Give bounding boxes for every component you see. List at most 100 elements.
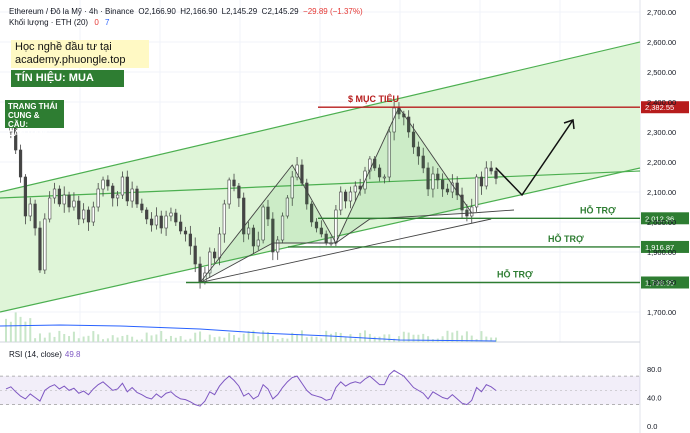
candle-body bbox=[125, 176, 129, 202]
volume-bar bbox=[184, 339, 187, 342]
candle-body bbox=[198, 263, 202, 283]
state-line-1: TRANG THÁI bbox=[8, 102, 58, 111]
price-channel bbox=[0, 41, 641, 313]
price-axis[interactable]: 1,700.00 1,800.00 1,900.00 2,000.00 2,100.00… bbox=[647, 8, 676, 317]
channel-upper-line bbox=[0, 41, 641, 193]
candle-body bbox=[280, 215, 285, 241]
candle-body bbox=[174, 212, 178, 223]
supply-demand-state: TRANG THÁI CUNG & CẦU: CÂN BẰNG bbox=[5, 100, 64, 138]
volume-bar bbox=[77, 338, 80, 342]
candle-body bbox=[266, 206, 270, 220]
volume-bar bbox=[242, 333, 245, 342]
volume-bar bbox=[393, 338, 396, 342]
candle-body bbox=[256, 239, 260, 247]
volume-bar bbox=[228, 332, 231, 342]
price-tick-label: 1,700.00 bbox=[647, 308, 676, 317]
volume-bar bbox=[485, 336, 488, 342]
candle-body bbox=[145, 209, 149, 220]
volume-bar bbox=[412, 334, 415, 342]
volume-bar bbox=[126, 334, 129, 342]
rsi-tick-label: 0.0 bbox=[647, 422, 657, 431]
candle-body bbox=[33, 203, 37, 229]
price-tick-label: 1,900.00 bbox=[647, 248, 676, 257]
volume-bar bbox=[305, 337, 308, 342]
symbol-name[interactable]: Ethereum / Đô la Mỹ · 4h · Binance bbox=[9, 7, 134, 16]
candle-body bbox=[237, 185, 241, 199]
candle-body bbox=[474, 176, 479, 208]
volume-bar bbox=[461, 335, 464, 342]
candle-body bbox=[48, 197, 52, 220]
candle-body bbox=[164, 215, 168, 229]
candle-body bbox=[416, 146, 420, 157]
volume-bar bbox=[174, 337, 177, 342]
level-label-support-1: HỖ TRỢ bbox=[580, 204, 616, 215]
volume-bar bbox=[407, 332, 410, 342]
volume-bar bbox=[92, 331, 95, 342]
candle-body bbox=[130, 188, 134, 202]
volume-bar bbox=[68, 336, 71, 342]
candle-body bbox=[188, 233, 192, 247]
candle-body bbox=[310, 203, 314, 223]
candle-body bbox=[426, 167, 430, 190]
rsi-header: RSI (14, close) 49.8 bbox=[9, 350, 80, 359]
volume-bar bbox=[417, 334, 420, 342]
volume-bar bbox=[247, 331, 250, 342]
volume-bar bbox=[262, 330, 265, 342]
volume-bar bbox=[441, 336, 444, 342]
volume-bar bbox=[194, 332, 197, 342]
symbol-header: Ethereum / Đô la Mỹ · 4h · Binance O2,16… bbox=[9, 7, 363, 16]
volume-bar bbox=[296, 334, 299, 342]
volume-bar bbox=[388, 334, 391, 342]
volume-bar bbox=[5, 318, 7, 342]
volume-bar bbox=[9, 321, 12, 342]
volume-bar bbox=[334, 332, 337, 342]
candle-body bbox=[344, 191, 348, 202]
candle-body bbox=[38, 227, 42, 271]
candle-body bbox=[77, 200, 81, 220]
level-value-support-3: 1,798.35 bbox=[645, 278, 674, 287]
forecast-path bbox=[495, 119, 574, 197]
candle-body bbox=[484, 167, 488, 187]
volume-bar bbox=[344, 337, 347, 342]
volume-bar bbox=[189, 338, 192, 342]
low-value: 2,145.29 bbox=[226, 7, 258, 16]
rsi-label[interactable]: RSI (14, close) bbox=[9, 350, 62, 359]
candle-body bbox=[334, 209, 338, 244]
promo-box: Học nghề đầu tư tại academy.phuongle.top bbox=[11, 40, 149, 68]
channel-lower-line bbox=[0, 167, 641, 313]
volume-bar bbox=[402, 331, 405, 342]
volume-bar bbox=[29, 318, 32, 342]
channel-fill bbox=[0, 42, 640, 312]
candle-body bbox=[382, 176, 387, 179]
candle-body bbox=[494, 170, 498, 179]
volume-header: Khối lượng · ETH (20) 0 7 bbox=[9, 18, 109, 27]
volume-bar bbox=[276, 339, 279, 342]
level-tag-support-3 bbox=[641, 276, 689, 289]
state-line-3: CÂN BẰNG bbox=[8, 129, 52, 138]
candle-body bbox=[251, 227, 256, 247]
candle-body bbox=[101, 179, 105, 190]
level-tag-support-1 bbox=[641, 212, 689, 225]
volume-bar bbox=[82, 336, 85, 342]
volume-label[interactable]: Khối lượng · ETH (20) bbox=[9, 18, 89, 27]
volume-bar bbox=[233, 335, 236, 342]
volume-bar bbox=[208, 334, 211, 342]
volume-bar bbox=[349, 334, 352, 342]
chart-patterns bbox=[199, 106, 575, 284]
rsi-pane: 0.0 40.0 80.0 bbox=[0, 365, 662, 431]
volume-bar bbox=[266, 331, 269, 342]
volume-bar bbox=[237, 337, 240, 342]
candle-body bbox=[43, 218, 47, 271]
candle-body bbox=[106, 179, 110, 187]
candle-body bbox=[208, 251, 212, 274]
candle-body bbox=[445, 188, 450, 193]
candle-body bbox=[276, 239, 280, 253]
rsi-tick-label: 80.0 bbox=[647, 365, 662, 374]
price-tick-label: 2,500.00 bbox=[647, 68, 676, 77]
volume-bar bbox=[286, 338, 289, 342]
high-value: 2,166.90 bbox=[186, 7, 218, 16]
volume-bar bbox=[43, 337, 46, 342]
level-label-target: $ MỤC TIÊU bbox=[348, 93, 399, 104]
volume-bar bbox=[111, 335, 114, 342]
